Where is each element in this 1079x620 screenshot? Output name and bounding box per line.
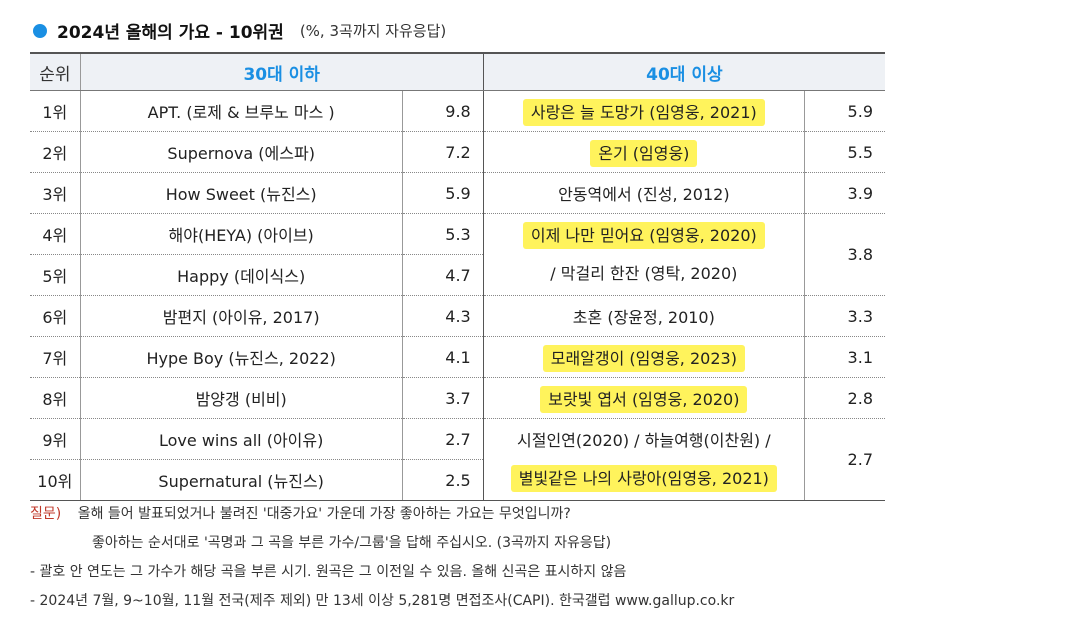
question-label: 질문) [30,506,62,522]
value-30s-cell: 3.7 [402,377,484,419]
note-year: - 괄호 안 연도는 그 가수가 해당 곡을 부른 시기. 원곡은 그 이전일 … [30,564,627,580]
title-sub: (%, 3곡까지 자유응답) [299,22,447,40]
song-30s-cell: Hype Boy (뉴진스, 2022) [80,336,403,378]
header-30s-below: 30대 이하 [80,52,484,91]
song-30s-cell: 해야(HEYA) (아이브) [80,213,403,255]
value-40s-merged-cell: 2.7 [804,418,885,501]
table-row: 9위 Love wins all (아이유) 2.7 시절인연(2020) / … [30,418,885,501]
rank-cell: 1위 [30,90,81,132]
highlighted-song: 사랑은 늘 도망가 (임영웅, 2021) [522,99,765,126]
value-40s-cell: 3.3 [804,295,885,337]
value-30s-cell: 2.7 [402,418,484,460]
question-line-1: 질문) 올해 들어 발표되었거나 불려진 '대중가요' 가운데 가장 좋아하는 … [30,500,930,529]
value-40s-cell: 2.8 [804,377,885,419]
rank-cell: 10위 [30,459,81,501]
rank-cell: 9위 [30,418,81,460]
rank-cell: 6위 [30,295,81,337]
chart-title: 2024년 올해의 가요 - 10위권 (%, 3곡까지 자유응답) [33,18,446,43]
table-row: 7위 Hype Boy (뉴진스, 2022) 4.1 모래알갱이 (임영웅, … [30,336,885,378]
table-row: 1위 APT. (로제 & 브루노 마스 ) 9.8 사랑은 늘 도망가 (임영… [30,90,885,132]
song-40s-cell: 온기 (임영웅) [483,131,805,173]
highlighted-song: 보랏빛 엽서 (임영웅, 2020) [540,386,748,413]
title-main: 2024년 올해의 가요 - 10위권 [57,23,284,43]
song-40s-merged-cell: 이제 나만 믿어요 (임영웅, 2020) / 막걸리 한잔 (영탁, 2020… [483,213,805,296]
rank-cell: 7위 [30,336,81,378]
song-30s-cell: How Sweet (뉴진스) [80,172,403,214]
table-row: 4위 해야(HEYA) (아이브) 5.3 이제 나만 믿어요 (임영웅, 20… [30,213,885,296]
ranking-table: 순위 30대 이하 40대 이상 1위 APT. (로제 & 브루노 마스 ) … [30,52,885,501]
value-40s-cell: 5.5 [804,131,885,173]
table-row: 8위 밤양갱 (비비) 3.7 보랏빛 엽서 (임영웅, 2020) 2.8 [30,377,885,419]
value-30s-cell: 7.2 [402,131,484,173]
song-30s-cell: 밤양갱 (비비) [80,377,403,419]
value-30s-cell: 4.3 [402,295,484,337]
rank-cell: 4위 [30,213,81,255]
footnotes: 질문) 올해 들어 발표되었거나 불려진 '대중가요' 가운데 가장 좋아하는 … [30,500,930,616]
song-30s-cell: Supernova (에스파) [80,131,403,173]
table-row: 5위 Happy (데이식스) 4.7 [30,254,885,296]
rank-cell: 5위 [30,254,81,296]
song-40s-secondary: / 막걸리 한잔 (영탁, 2020) [550,263,738,283]
value-40s-merged-cell: 3.8 [804,213,885,296]
song-40s-cell: 사랑은 늘 도망가 (임영웅, 2021) [483,90,805,132]
song-40s-cell: 모래알갱이 (임영웅, 2023) [483,336,805,378]
song-40s-cell: 보랏빛 엽서 (임영웅, 2020) [483,377,805,419]
rank-cell: 2위 [30,131,81,173]
bullet-dot-icon [33,23,47,38]
song-40s-cell: 안동역에서 (진성, 2012) [483,172,805,214]
song-40s-merged-cell: 시절인연(2020) / 하늘여행(이찬원) / 별빛같은 나의 사랑아(임영웅… [483,418,805,501]
value-40s-cell: 3.1 [804,336,885,378]
highlighted-song: 모래알갱이 (임영웅, 2023) [542,345,745,372]
highlighted-song: 별빛같은 나의 사랑아(임영웅, 2021) [510,464,777,492]
song-40s-primary: 시절인연(2020) / 하늘여행(이찬원) / [517,430,771,450]
table-row: 10위 Supernatural (뉴진스) 2.5 [30,459,885,501]
song-30s-cell: APT. (로제 & 브루노 마스 ) [80,90,403,132]
value-30s-cell: 4.1 [402,336,484,378]
song-30s-cell: 밤편지 (아이유, 2017) [80,295,403,337]
value-30s-cell: 5.3 [402,213,484,255]
value-40s-cell: 3.9 [804,172,885,214]
table-row: 6위 밤편지 (아이유, 2017) 4.3 초혼 (장윤정, 2010) 3.… [30,295,885,337]
question-text-1: 올해 들어 발표되었거나 불려진 '대중가요' 가운데 가장 좋아하는 가요는 … [77,506,571,522]
song-40s-cell: 초혼 (장윤정, 2010) [483,295,805,337]
question-text-2: 좋아하는 순서대로 '곡명과 그 곡을 부른 가수/그룹'을 답해 주십시오. … [92,535,612,551]
highlighted-song: 이제 나만 믿어요 (임영웅, 2020) [522,221,765,249]
header-rank: 순위 [30,52,81,91]
table-row: 2위 Supernova (에스파) 7.2 온기 (임영웅) 5.5 [30,131,885,173]
table-header-row: 순위 30대 이하 40대 이상 [30,52,885,91]
song-30s-cell: Happy (데이식스) [80,254,403,296]
header-40s-above: 40대 이상 [483,52,885,91]
value-30s-cell: 5.9 [402,172,484,214]
highlighted-song: 온기 (임영웅) [590,140,698,167]
value-40s-cell: 5.9 [804,90,885,132]
song-30s-cell: Supernatural (뉴진스) [80,459,403,501]
rank-cell: 3위 [30,172,81,214]
note-survey: - 2024년 7월, 9~10월, 11월 전국(제주 제외) 만 13세 이… [30,593,735,609]
table-row: 3위 How Sweet (뉴진스) 5.9 안동역에서 (진성, 2012) … [30,172,885,214]
value-30s-cell: 2.5 [402,459,484,501]
value-30s-cell: 9.8 [402,90,484,132]
rank-cell: 8위 [30,377,81,419]
song-30s-cell: Love wins all (아이유) [80,418,403,460]
value-30s-cell: 4.7 [402,254,484,296]
